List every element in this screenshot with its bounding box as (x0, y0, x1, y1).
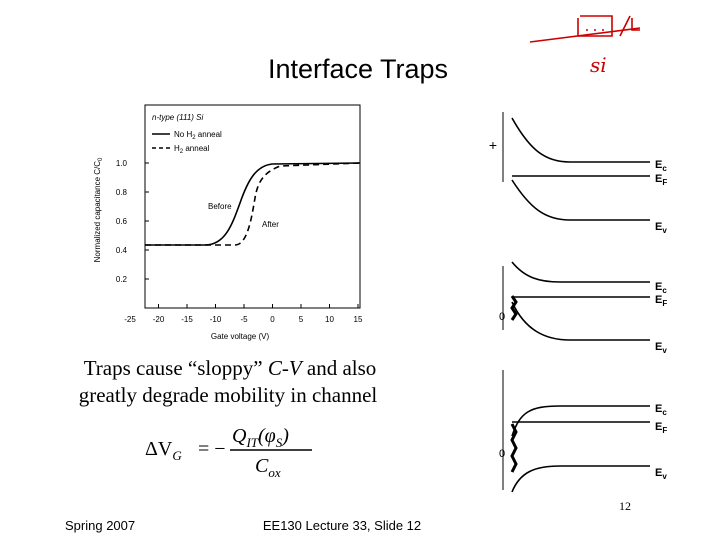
band-label: EF (655, 173, 667, 187)
band-label-main: E (655, 467, 662, 479)
charge-sign: + (489, 137, 497, 153)
annotation: Before (208, 202, 232, 211)
x-tick-label: -10 (210, 315, 222, 324)
band-label: EF (655, 294, 667, 308)
band-label-main: E (655, 281, 662, 293)
x-tick-label: 0 (270, 315, 275, 324)
curve-before (145, 162, 361, 246)
band-label-main: E (655, 421, 662, 433)
band-label-main: E (655, 159, 662, 171)
zero-label: 0 (499, 311, 505, 323)
scribble (529, 15, 641, 43)
y-tick-label: 1.0 (116, 159, 128, 168)
band-label-sub: c (662, 164, 667, 173)
x-tick-label: -20 (153, 315, 165, 324)
band-label-sub: F (662, 178, 667, 187)
band-label-main: E (655, 173, 662, 185)
y-tick-label: 0.2 (116, 275, 128, 284)
x-tick-label: -15 (181, 315, 193, 324)
band-label-sub: c (662, 286, 667, 295)
body-text: Traps cause “sloppy” C-V and also greatl… (79, 356, 378, 407)
eq-den: Cox (255, 455, 281, 480)
band-label-main: E (655, 294, 662, 306)
band-label: Ev (655, 221, 667, 235)
x-tick-label: 5 (299, 315, 304, 324)
legend-solid-label: No H2 anneal (174, 130, 222, 141)
band-label-sub: F (662, 299, 667, 308)
band-label-main: E (655, 341, 662, 353)
equation: ΔVG = − QIT(φS) Cox (145, 425, 312, 480)
eq-lhs: ΔVG (145, 438, 182, 463)
band-label-sub: F (662, 426, 667, 435)
band-label: Ec (655, 403, 667, 417)
footer-center: EE130 Lecture 33, Slide 12 (263, 518, 421, 533)
curve-after (145, 162, 361, 246)
footer-left: Spring 2007 (65, 518, 135, 533)
band-label: Ec (655, 159, 667, 173)
band-label-sub: c (662, 408, 667, 417)
body-line: Traps cause “sloppy” C-V and also (84, 356, 377, 380)
plot-frame (144, 104, 361, 309)
band-label-sub: v (662, 346, 667, 355)
band-label-sub: v (662, 226, 667, 235)
eq-num: QIT(φS) (232, 425, 289, 450)
band-label: Ev (655, 341, 667, 355)
band-label-main: E (655, 221, 662, 233)
x-tick-label: -5 (240, 315, 248, 324)
band-label: EF (655, 421, 667, 435)
y-tick-label: 0.4 (116, 246, 128, 255)
band-label: Ev (655, 467, 667, 481)
y-tick-label: 0.6 (116, 217, 128, 226)
eq-sign: = − (198, 438, 226, 460)
body-line: greatly degrade mobility in channel (79, 383, 378, 407)
y-tick-label: 0.8 (116, 188, 128, 197)
handwritten-note: si (590, 53, 607, 77)
x-tick-label: 15 (354, 315, 363, 324)
x-tick-label: -25 (124, 315, 136, 324)
legend-caption: n-type (111) Si (152, 113, 204, 122)
cv-figure: n-type (111) Si No H2 anneal H2 anneal B… (93, 104, 363, 341)
annotation: After (262, 220, 279, 229)
band-label-sub: v (662, 472, 667, 481)
y-axis-label: Normalized capacitance C/C0 (93, 157, 104, 262)
x-axis-label: Gate voltage (V) (211, 332, 270, 341)
legend-dashed-label: H2 anneal (174, 144, 210, 155)
band-label: Ec (655, 281, 667, 295)
page-number: 12 (619, 499, 631, 513)
x-tick-label: 10 (325, 315, 334, 324)
title: Interface Traps (268, 54, 448, 84)
zero-label: 0 (499, 448, 505, 460)
band-label-main: E (655, 403, 662, 415)
